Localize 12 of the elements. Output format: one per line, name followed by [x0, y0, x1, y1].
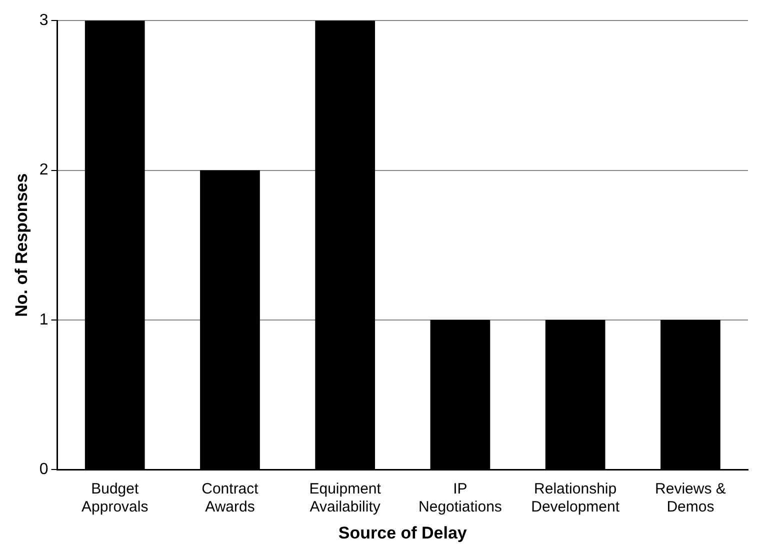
x-tick-label: Contract Awards	[202, 480, 260, 516]
y-tick-label: 0	[39, 461, 48, 478]
y-tick-label: 1	[39, 311, 48, 328]
x-tick-label: IP Negotiations	[418, 480, 502, 516]
y-axis-title: No. of Responses	[12, 173, 31, 317]
x-tick-label: Budget Approvals	[82, 480, 148, 516]
y-tick-label: 2	[39, 162, 48, 179]
x-axis-title: Source of Delay	[338, 523, 468, 542]
x-tick-label: Relationship Development	[531, 480, 620, 516]
y-tick-label: 3	[39, 12, 48, 30]
x-tick-label: Equipment Availability	[309, 480, 382, 516]
x-tick-label: Reviews & Demos	[655, 480, 726, 516]
